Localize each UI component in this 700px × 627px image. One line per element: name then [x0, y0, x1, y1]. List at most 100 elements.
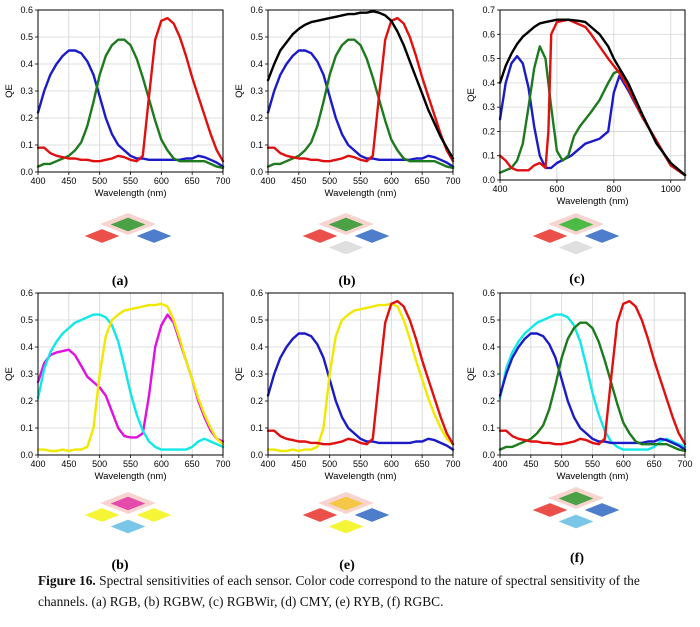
x-tick-label: 450: [291, 176, 306, 186]
panel-label: (f): [570, 551, 584, 566]
y-axis-label: QE: [466, 367, 477, 381]
series-line-blue: [36, 49, 225, 168]
y-tick-label: 0.0: [20, 167, 33, 177]
chart-panel-1: 400 450 500 550 600 650 700 0.0 0.1 0.2 0.3 0.4 0.5 0…: [4, 5, 231, 289]
series-line-red: [498, 18, 687, 177]
x-axis-label: Wavelength (nm): [557, 471, 629, 482]
x-axis-label: Wavelength (nm): [557, 196, 629, 207]
panel-label: (c): [569, 272, 585, 287]
x-tick-label: 700: [445, 459, 460, 469]
x-tick-label: 700: [677, 459, 692, 469]
x-tick-label: 550: [353, 459, 368, 469]
y-tick-label: 0.0: [250, 167, 263, 177]
series-line-green: [498, 321, 687, 453]
y-tick-label: 0.5: [20, 315, 33, 325]
series-line-green: [36, 38, 225, 170]
x-tick-label: 550: [123, 176, 138, 186]
plot-frame: [37, 9, 224, 173]
filter-tile-3: [584, 503, 620, 517]
filter-tile-2: [328, 217, 364, 232]
y-tick-label: 0.5: [250, 32, 263, 42]
filter-tile-3: [136, 229, 172, 243]
y-tick-label: 0.3: [482, 102, 495, 112]
series-line-white: [266, 10, 455, 160]
series-line-blue: [266, 49, 455, 168]
x-tick-label: 600: [549, 184, 564, 194]
y-axis-label: QE: [466, 88, 477, 102]
series-line-red: [498, 299, 687, 446]
x-tick-label: 650: [185, 176, 200, 186]
x-tick-label: 650: [185, 459, 200, 469]
x-tick-label: 1000: [661, 184, 681, 194]
x-axis-label: Wavelength (nm): [95, 188, 167, 199]
plot-frame: [37, 292, 224, 456]
filter-tile-1: [84, 508, 120, 522]
y-tick-label: 0.2: [482, 396, 495, 406]
x-tick-label: 800: [606, 184, 621, 194]
x-tick-label: 600: [384, 459, 399, 469]
filter-tile-4: [558, 514, 594, 529]
x-tick-label: 500: [554, 459, 569, 469]
x-axis-label: Wavelength (nm): [325, 188, 397, 199]
series-line-red: [36, 16, 225, 163]
y-axis-label: QE: [4, 84, 15, 98]
filter-tile-1: [532, 503, 568, 517]
filter-tile-2: [558, 491, 594, 506]
plot-frame: [499, 9, 686, 181]
filter-tile-4: [558, 240, 594, 255]
y-tick-label: 0.6: [250, 288, 263, 298]
y-tick-label: 0.4: [482, 342, 495, 352]
filter-tile-4: [328, 519, 364, 534]
y-axis-label: QE: [234, 367, 245, 381]
x-tick-label: 600: [154, 176, 169, 186]
x-tick-label: 700: [215, 459, 230, 469]
filter-tile-3: [354, 508, 390, 522]
y-tick-label: 0.1: [482, 423, 495, 433]
y-tick-label: 0.6: [250, 5, 263, 15]
y-tick-label: 0.2: [250, 396, 263, 406]
panel-label: (b): [111, 558, 128, 573]
series-line-blue: [498, 54, 687, 177]
filter-tile-3: [584, 229, 620, 243]
y-tick-label: 0.3: [20, 86, 33, 96]
x-tick-label: 400: [260, 459, 275, 469]
series-line-cyan: [498, 313, 687, 451]
filter-tile-2: [328, 496, 364, 511]
y-tick-label: 0.0: [482, 175, 495, 185]
series-line-cyan: [36, 313, 225, 451]
filter-tile-3: [136, 508, 172, 522]
chart-panel-5: 400 450 500 550 600 650 700 0.0 0.1 0.2 0.3 0.4 0.5 0…: [234, 288, 461, 573]
filter-tile-4: [110, 519, 146, 534]
x-tick-label: 450: [61, 176, 76, 186]
y-axis-label: QE: [4, 367, 15, 381]
x-tick-label: 550: [585, 459, 600, 469]
y-tick-label: 0.4: [20, 342, 33, 352]
figure-caption: Figure 16. Spectral sensitivities of eac…: [38, 570, 678, 612]
caption-text: Spectral sensitivities of each sensor. C…: [38, 573, 640, 609]
plot-frame: [267, 292, 454, 456]
y-tick-label: 0.3: [20, 369, 33, 379]
filter-tile-1: [84, 229, 120, 243]
x-tick-label: 650: [415, 176, 430, 186]
y-tick-label: 0.6: [482, 288, 495, 298]
y-tick-label: 0.5: [20, 32, 33, 42]
x-tick-label: 400: [492, 184, 507, 194]
filter-tile-2: [110, 496, 146, 511]
y-tick-label: 0.3: [250, 369, 263, 379]
series-line-yellow: [266, 302, 455, 453]
y-tick-label: 0.0: [482, 450, 495, 460]
y-tick-label: 0.5: [482, 54, 495, 64]
y-tick-label: 0.2: [20, 396, 33, 406]
x-tick-label: 450: [61, 459, 76, 469]
filter-tile-2: [110, 217, 146, 232]
x-tick-label: 650: [647, 459, 662, 469]
series-line-blue: [498, 332, 687, 451]
y-tick-label: 0.1: [20, 423, 33, 433]
y-tick-label: 0.4: [250, 59, 263, 69]
filter-tile-2: [558, 217, 594, 232]
y-tick-label: 0.1: [482, 151, 495, 161]
x-tick-label: 700: [445, 176, 460, 186]
y-tick-label: 0.2: [20, 113, 33, 123]
x-tick-label: 400: [30, 176, 45, 186]
